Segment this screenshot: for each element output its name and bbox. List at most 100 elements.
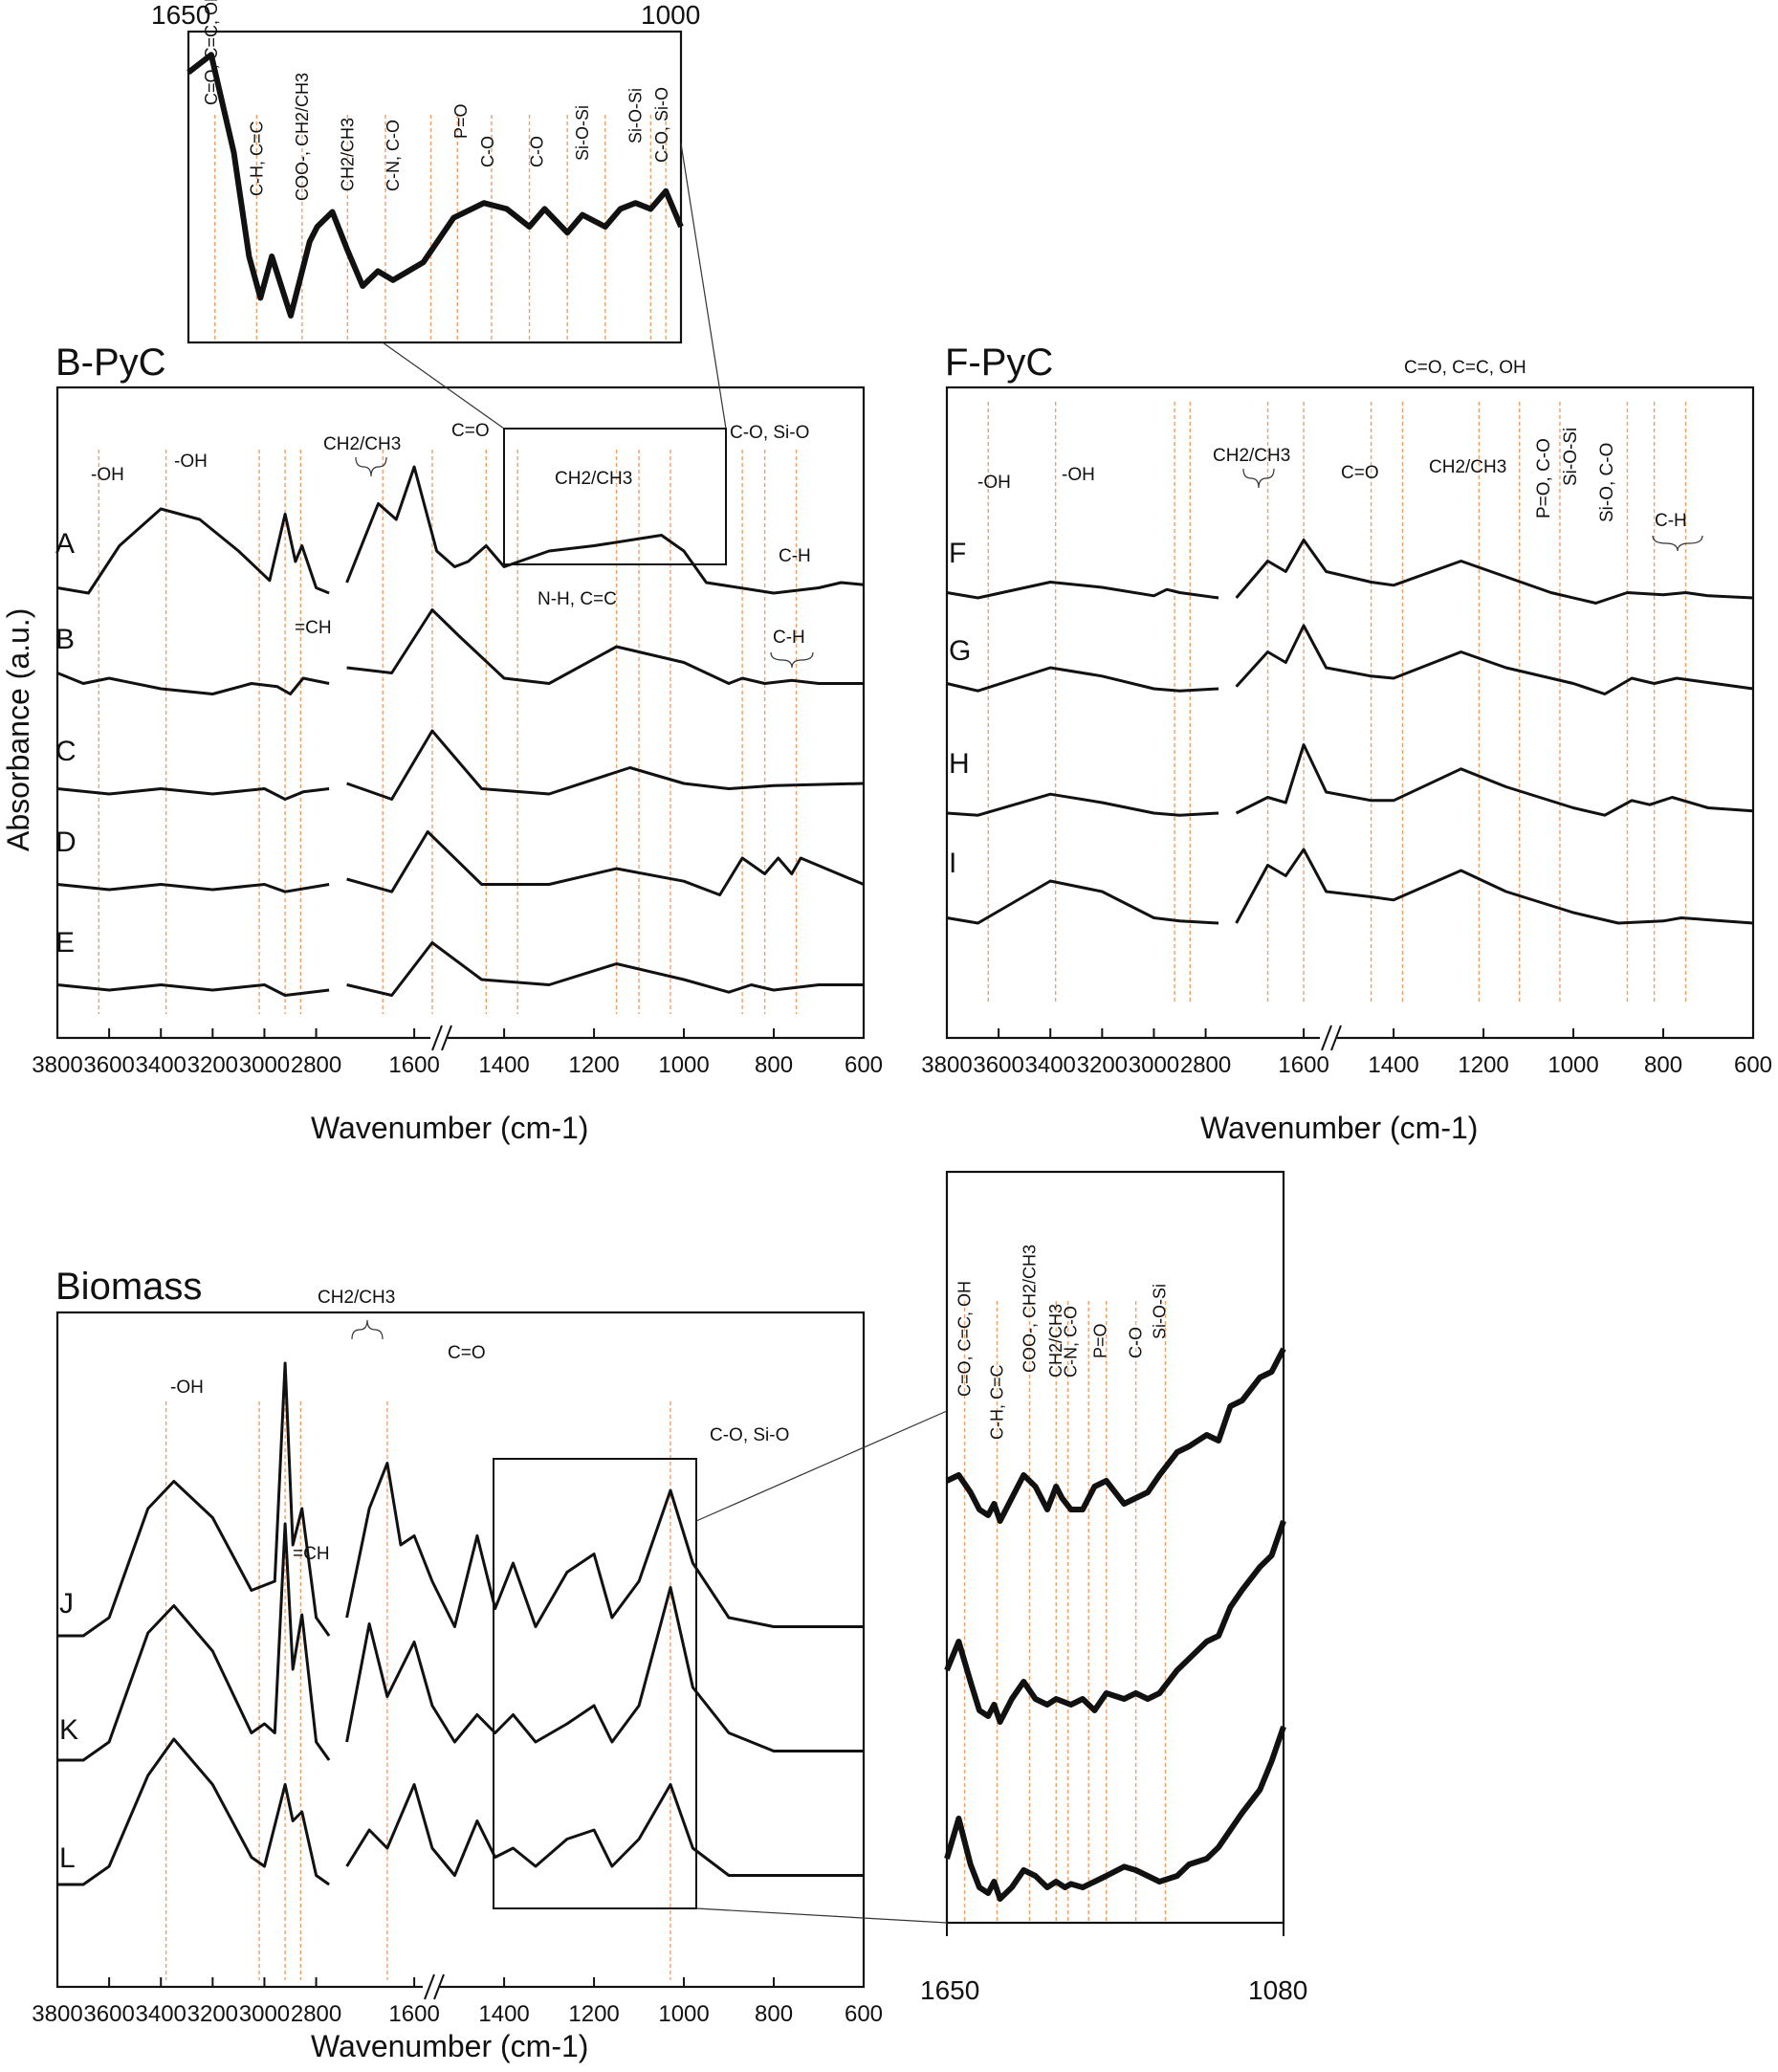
bpyc-tick-label-1000: 1000 (658, 1052, 709, 1078)
biomass-inset: 1650 1080 C=O, C=C, OH C-H, C=C COO-, CH2/… (695, 1170, 1307, 2005)
fpyc-series-H-hi (946, 792, 1219, 817)
fpyc-tick-label-3200: 3200 (1077, 1052, 1128, 1078)
bpyc-label-eqch: =CH (295, 618, 332, 638)
biomass-inset-label-3: CH2/CH3 (1046, 1304, 1065, 1378)
biomass-inset-series-L (944, 1726, 1286, 1902)
fpyc-label-po: P=O, C-O (1534, 438, 1554, 518)
bpyc-inset-guides (214, 115, 667, 340)
biomass-inset-label-0: C=O, C=C, OH (955, 1281, 975, 1397)
biomass-tick-label-1600: 1600 (388, 2001, 439, 2027)
biomass-inset-frame (945, 1170, 1285, 1925)
fpyc-axis-break (1320, 1024, 1342, 1052)
bpyc-inset-frame (187, 30, 683, 344)
fpyc-xlabel: Wavenumber (cm-1) (1200, 1111, 1478, 1145)
biomass-tick-label-1200: 1200 (568, 2001, 619, 2027)
bpyc-tick-label-1400: 1400 (478, 1052, 529, 1078)
fpyc-label-ch: C-H (1655, 511, 1687, 531)
biomass-tick-label-1000: 1000 (658, 2001, 709, 2027)
fpyc-tick-label-1600: 1600 (1278, 1052, 1328, 1078)
bpyc-series-label-D: D (55, 827, 77, 858)
fpyc-label-co: C=O (1341, 463, 1379, 483)
biomass-tick-label-1400: 1400 (478, 2001, 529, 2027)
fpyc-series-I-hi (946, 879, 1219, 925)
bpyc-axis-break (430, 1024, 452, 1052)
biomass-inset-connector-top (695, 1410, 948, 1522)
biomass-inset-labels: C=O, C=C, OH C-H, C=C COO-, CH2/CH3 CH2/CH3… (955, 1245, 1170, 1440)
biomass-label-eqch: =CH (293, 1544, 330, 1564)
biomass-brace-ch2ch3 (351, 1319, 384, 1340)
fpyc-label-ch2ch3-2: CH2/CH3 (1429, 457, 1506, 477)
fpyc-brace-ch (1652, 535, 1703, 552)
bpyc-tick-label-3000: 3000 (239, 1052, 290, 1078)
bpyc-label-oh1: -OH (91, 465, 124, 485)
bpyc-inset-label-6: C-O (478, 136, 497, 167)
bpyc-inset-connector-left (382, 342, 505, 430)
fpyc-tick-label-1200: 1200 (1458, 1052, 1508, 1078)
fpyc-label-ch2ch3-1: CH2/CH3 (1213, 446, 1290, 466)
biomass-tick-label-600: 600 (845, 2001, 883, 2027)
bpyc-tick-label-1200: 1200 (568, 1052, 619, 1078)
biomass-tick-label-3400: 3400 (136, 2001, 187, 2027)
fpyc-series-G-lo (1235, 624, 1754, 695)
bpyc-label-ch2ch3-1: CH2/CH3 (323, 434, 401, 454)
bpyc-series-E-lo (346, 941, 864, 997)
bpyc-tick-label-800: 800 (755, 1052, 793, 1078)
fpyc-series-label-I: I (949, 848, 956, 879)
fpyc-series-label-H: H (949, 748, 970, 780)
biomass-series-label-L: L (59, 1842, 76, 1874)
bpyc-inset: 1650 1000 C=O, C=C, OH C-H, C=C COO-, CH2/… (151, 0, 727, 430)
biomass-series (57, 1361, 864, 1886)
biomass-tick-label-3200: 3200 (187, 2001, 238, 2027)
bpyc-inset-label-10: C-O, Si-O (652, 87, 671, 163)
biomass-title: Biomass (55, 1266, 202, 1308)
biomass-inset-xmin: 1650 (920, 1975, 979, 2005)
biomass-zoom-box (493, 1458, 697, 1909)
bpyc-zoom-box (503, 428, 727, 565)
fpyc-label-siosi: Si-O-Si (1561, 428, 1581, 486)
fpyc-label-cocc: C=O, C=C, OH (1404, 358, 1526, 378)
biomass-label-ch2ch3: CH2/CH3 (318, 1288, 395, 1308)
bpyc-inset-label-0: C=O, C=C, OH (202, 0, 221, 105)
bpyc-series-label-A: A (55, 528, 75, 560)
biomass-ticks: 3800 3600 3400 3200 3000 2800 1600 1400 1200 1000… (32, 1977, 883, 2027)
fpyc-series-label-F: F (949, 538, 966, 569)
bpyc-label-ch1: C-H (779, 546, 811, 566)
fpyc-label-oh2: -OH (1062, 465, 1095, 485)
biomass-inset-connector-bottom (695, 1907, 948, 1924)
bpyc-brace-ch (770, 651, 814, 669)
fpyc-series-H-lo (1235, 743, 1754, 817)
fpyc-guides (987, 402, 1687, 1004)
bpyc-panel: B-PyC 3800 3600 3400 3200 3000 2800 1600 1400 12… (1, 342, 883, 1145)
biomass-series-L-lo (345, 1783, 864, 1877)
biomass-frame (55, 1311, 866, 1989)
bpyc-tick-label-2800: 2800 (291, 1052, 341, 1078)
bpyc-ticks: 3800 3600 3400 3200 3000 2800 1600 1400 1200 1000… (32, 1028, 883, 1078)
fpyc-series-G-hi (946, 666, 1219, 693)
fpyc-series-label-G: G (949, 635, 971, 667)
fpyc-label-sioco: Si-O, C-O (1597, 443, 1617, 522)
biomass-label-cosio: C-O, Si-O (710, 1425, 789, 1445)
bpyc-series-D-hi (56, 883, 330, 893)
biomass-tick-label-3600: 3600 (83, 2001, 134, 2027)
bpyc-series-E-hi (56, 983, 330, 997)
fpyc-tick-label-3000: 3000 (1129, 1052, 1179, 1078)
bpyc-tick-label-3800: 3800 (32, 1052, 82, 1078)
bpyc-inset-label-3: CH2/CH3 (338, 118, 357, 191)
biomass-inset-label-5: P=O (1091, 1323, 1110, 1358)
biomass-inset-label-1: C-H, C=C (988, 1364, 1007, 1440)
bpyc-title: B-PyC (55, 342, 166, 384)
biomass-tick-label-800: 800 (755, 2001, 793, 2027)
bpyc-inset-label-9: Si-O-Si (626, 88, 646, 143)
fpyc-tick-label-600: 600 (1734, 1052, 1772, 1078)
bpyc-series-A-hi (56, 507, 330, 595)
bpyc-inset-series-A (187, 52, 684, 319)
bpyc-inset-series (187, 52, 684, 319)
bpyc-series (56, 465, 865, 997)
fpyc-tick-label-800: 800 (1644, 1052, 1682, 1078)
bpyc-label-cosio: C-O, Si-O (730, 423, 809, 443)
fpyc-title: F-PyC (945, 342, 1053, 384)
biomass-inset-xmax: 1080 (1248, 1975, 1307, 2005)
fpyc-frame (945, 386, 1755, 1040)
bpyc-label-ch2: C-H (773, 628, 805, 648)
biomass-inset-label-2: COO-, CH2/CH3 (1021, 1245, 1040, 1373)
